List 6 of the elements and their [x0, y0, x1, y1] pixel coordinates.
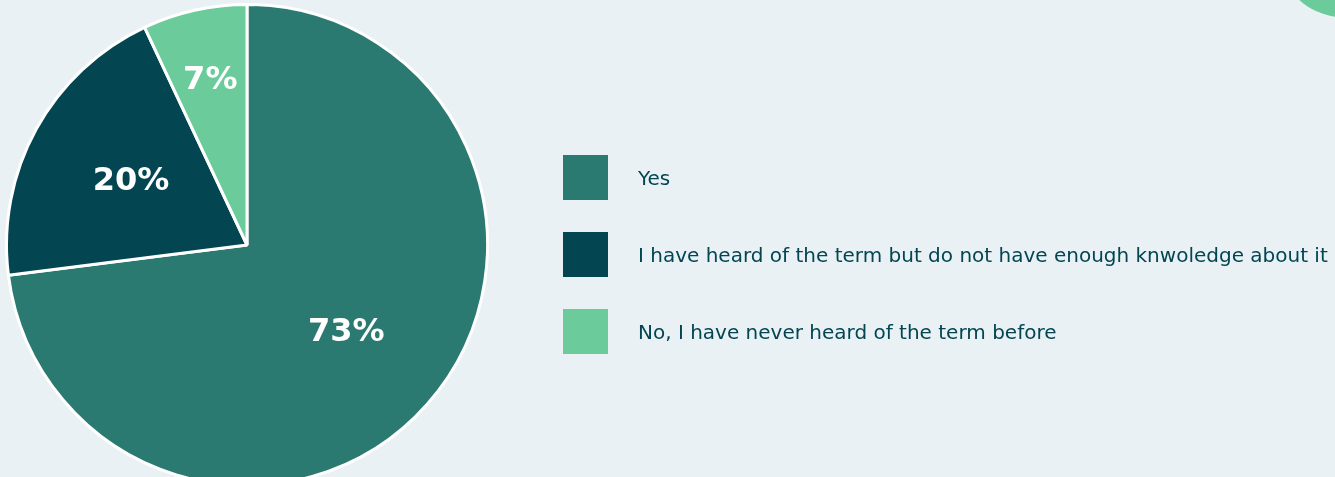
- legend-label: Yes: [638, 165, 671, 190]
- data-label: 73%: [307, 310, 385, 349]
- legend-label: No, I have never heard of the term before: [638, 319, 1057, 344]
- legend-label: I have heard of the term but do not have enough knwoledge about it: [638, 242, 1328, 267]
- data-label: 7%: [183, 59, 238, 98]
- data-label: 20%: [92, 159, 170, 198]
